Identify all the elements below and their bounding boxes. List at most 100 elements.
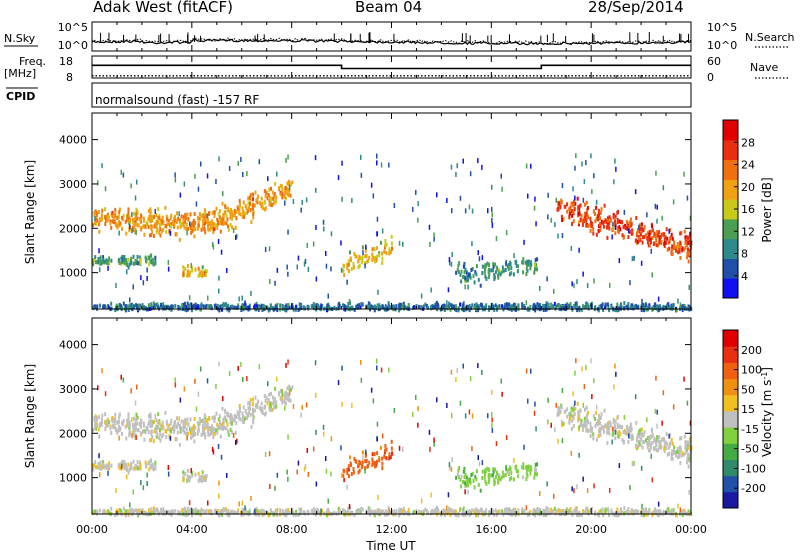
range-cell xyxy=(255,304,258,309)
range-cell xyxy=(109,221,112,226)
range-cell xyxy=(158,428,161,432)
range-cell xyxy=(639,437,642,442)
range-cell xyxy=(252,416,255,421)
range-cell xyxy=(161,215,164,220)
range-cell xyxy=(568,207,571,212)
range-cell xyxy=(479,488,482,493)
range-cell xyxy=(330,471,332,477)
range-cell xyxy=(494,475,497,480)
range-cell xyxy=(420,306,423,311)
range-cell xyxy=(536,257,539,262)
range-cell xyxy=(514,465,517,469)
range-cell xyxy=(612,420,615,425)
range-cell xyxy=(178,237,181,242)
range-cell xyxy=(266,196,269,201)
range-cell xyxy=(144,430,147,435)
range-cell xyxy=(148,419,151,424)
range-cell xyxy=(196,431,199,436)
range-cell xyxy=(189,302,192,307)
range-cell xyxy=(524,260,527,265)
range-cell xyxy=(180,419,183,424)
colorbar-segment xyxy=(723,330,738,347)
range-cell xyxy=(155,229,158,234)
range-cell xyxy=(122,419,125,423)
cpid-label: CPID xyxy=(6,90,35,103)
range-cell xyxy=(636,228,639,233)
range-cell xyxy=(233,305,236,310)
range-cell xyxy=(603,408,606,413)
range-cell xyxy=(184,471,187,476)
range-cell xyxy=(628,228,630,234)
range-cell xyxy=(108,261,111,266)
range-cell xyxy=(373,308,376,313)
range-cell xyxy=(498,509,501,514)
range-cell xyxy=(484,274,487,279)
range-cell xyxy=(683,434,686,439)
range-cell xyxy=(180,426,183,431)
range-cell xyxy=(484,468,487,473)
range-cell xyxy=(301,404,303,410)
range-cell xyxy=(679,231,682,236)
range-cell xyxy=(658,512,661,517)
range-cell xyxy=(529,465,532,470)
range-cell xyxy=(147,422,150,427)
range-cell xyxy=(685,242,688,247)
range-cell xyxy=(314,360,317,366)
range-cell xyxy=(636,510,639,515)
range-cell xyxy=(149,207,152,212)
colorbar-tick-label: -50 xyxy=(741,443,759,456)
range-cell xyxy=(173,222,176,227)
range-cell xyxy=(114,308,117,313)
range-cell xyxy=(140,275,142,281)
range-cell xyxy=(135,412,138,417)
range-cell xyxy=(459,302,462,307)
range-cell xyxy=(430,287,432,293)
range-cell xyxy=(526,473,529,478)
range-cell xyxy=(690,445,693,451)
range-cell xyxy=(598,417,600,422)
velocity-scatter xyxy=(92,358,693,518)
range-cell xyxy=(276,472,279,478)
range-cell xyxy=(481,369,483,375)
range-cell xyxy=(584,416,586,421)
range-cell xyxy=(156,420,159,425)
range-cell xyxy=(604,305,607,310)
range-cell xyxy=(287,476,289,482)
range-cell xyxy=(118,261,121,265)
range-cell xyxy=(182,271,185,276)
range-cell xyxy=(218,308,221,313)
range-cell xyxy=(125,466,128,471)
range-cell xyxy=(379,445,382,450)
range-cell xyxy=(286,306,289,311)
range-cell xyxy=(470,473,473,477)
range-cell xyxy=(128,426,131,431)
range-cell xyxy=(269,199,272,204)
range-cell xyxy=(201,470,204,475)
range-cell xyxy=(185,222,188,227)
range-cell xyxy=(137,303,140,308)
range-cell xyxy=(260,409,263,414)
range-cell xyxy=(468,204,471,210)
range-cell xyxy=(174,214,176,219)
range-cell xyxy=(459,400,462,406)
range-cell xyxy=(656,204,658,210)
range-cell xyxy=(534,513,537,518)
range-cell xyxy=(137,223,140,228)
colorbar-tick-label: 200 xyxy=(741,344,762,357)
range-cell xyxy=(241,206,244,211)
range-cell xyxy=(456,163,458,169)
range-cell xyxy=(203,432,206,437)
range-cell xyxy=(592,231,595,236)
range-cell xyxy=(182,218,185,223)
range-cell xyxy=(592,436,595,441)
range-cell xyxy=(106,421,109,426)
range-cell xyxy=(492,509,495,514)
range-cell xyxy=(425,509,428,513)
range-cell xyxy=(226,268,228,273)
range-cell xyxy=(577,416,580,421)
range-cell xyxy=(610,305,613,310)
range-cell xyxy=(373,255,376,260)
range-cell xyxy=(101,465,104,469)
range-cell xyxy=(97,465,100,470)
